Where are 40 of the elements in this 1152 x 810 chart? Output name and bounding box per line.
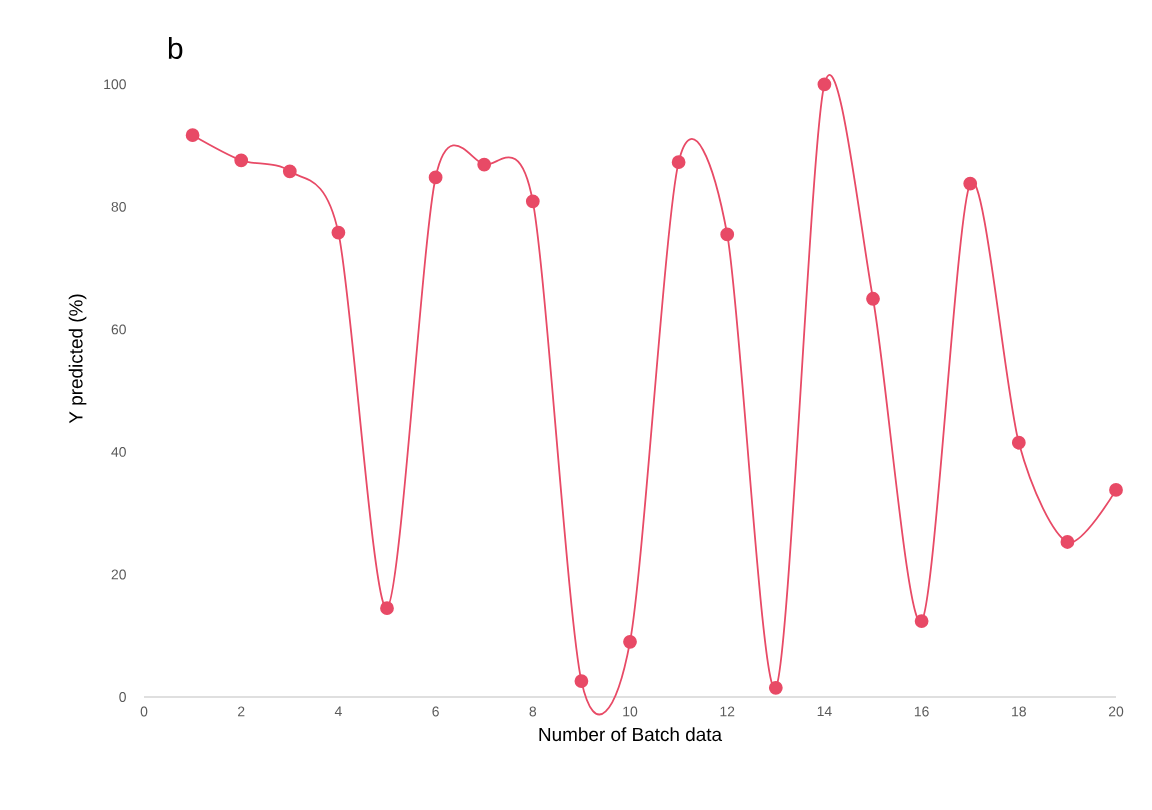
x-tick-label: 6	[432, 706, 439, 717]
point	[282, 164, 297, 179]
point	[428, 170, 443, 185]
point	[574, 674, 589, 688]
point	[234, 153, 249, 168]
point	[623, 634, 637, 649]
point	[817, 77, 832, 92]
x-tick-label: 8	[529, 706, 537, 717]
x-tick-label: 18	[1012, 706, 1026, 717]
point	[525, 194, 540, 209]
y-tick-label: 20	[111, 569, 126, 580]
x-tick-label: 20	[1108, 706, 1124, 717]
point	[1109, 483, 1123, 497]
x-tick-label: 0	[140, 706, 148, 717]
point	[671, 155, 686, 170]
point	[720, 227, 735, 242]
y-tick-label: 40	[111, 446, 126, 457]
point	[185, 128, 200, 143]
y-tick-label: 60	[111, 324, 126, 335]
x-tick-label: 16	[914, 706, 929, 717]
x-tick-label: 12	[720, 706, 735, 717]
text: b	[168, 37, 183, 60]
y-tick-label: 80	[111, 201, 126, 212]
x-axis-title: Number of Batch data	[539, 727, 723, 742]
point	[963, 176, 978, 191]
y-axis-title: Y predicted (%)	[68, 294, 87, 424]
y-tick-label: 100	[104, 79, 126, 90]
point	[477, 157, 492, 172]
point	[914, 614, 929, 628]
point	[331, 225, 346, 240]
x-tick-label: 14	[817, 706, 832, 717]
point	[866, 291, 880, 306]
x-tick-label: 2	[238, 706, 245, 717]
y-tick-label: 0	[119, 692, 126, 702]
point	[768, 680, 783, 695]
point	[1060, 535, 1075, 549]
x-tick-label: 10	[623, 706, 638, 717]
point	[380, 601, 394, 616]
point	[1011, 435, 1026, 450]
x-tick-label: 4	[334, 706, 342, 717]
